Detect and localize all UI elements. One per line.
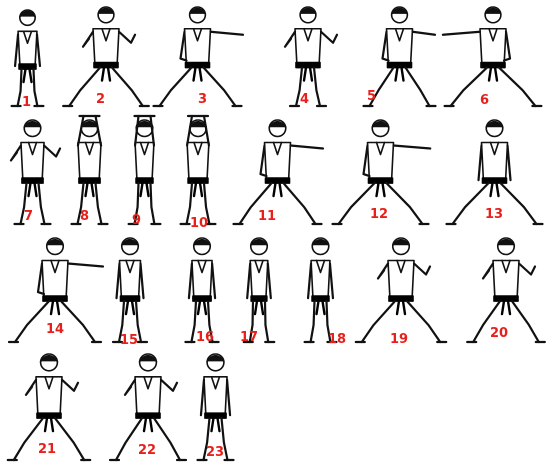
karate-pose-drawing xyxy=(303,237,338,344)
step-number-label: 13 xyxy=(485,207,504,222)
step-number-label: 17 xyxy=(240,330,259,345)
karate-figure-20 xyxy=(465,236,547,346)
step-number-label: 2 xyxy=(96,92,106,107)
karate-figure-6 xyxy=(440,5,546,110)
step-number-label: 22 xyxy=(138,443,157,458)
karate-figure-11 xyxy=(230,118,325,228)
step-number-label: 5 xyxy=(367,89,377,104)
karate-pose-drawing xyxy=(10,9,45,108)
step-number-label: 18 xyxy=(328,332,347,347)
karate-pose-drawing xyxy=(196,353,235,462)
karate-pose-drawing xyxy=(362,6,437,108)
karate-pose-drawing xyxy=(354,237,448,344)
karate-pose-drawing xyxy=(62,6,150,108)
karate-pose-drawing xyxy=(111,237,149,344)
karate-figure-9 xyxy=(122,114,167,228)
karate-pose-drawing xyxy=(232,119,325,226)
karate-figure-7 xyxy=(5,118,62,228)
karate-figure-2 xyxy=(60,5,152,110)
karate-pose-drawing xyxy=(9,119,62,226)
step-number-label: 16 xyxy=(196,330,215,345)
karate-figure-10 xyxy=(172,114,224,228)
step-number-label: 23 xyxy=(206,445,225,460)
step-number-label: 8 xyxy=(80,209,90,224)
karate-pose-drawing xyxy=(466,237,546,344)
step-number-label: 11 xyxy=(258,209,277,224)
step-number-label: 14 xyxy=(46,322,65,337)
step-number-label: 15 xyxy=(120,333,139,348)
karate-figure-22 xyxy=(108,352,188,464)
karate-figure-23 xyxy=(188,352,243,464)
karate-pose-drawing xyxy=(108,353,188,462)
step-number-label: 12 xyxy=(370,207,389,222)
karate-figure-15 xyxy=(105,236,155,346)
karate-figure-1 xyxy=(5,8,50,110)
step-number-label: 21 xyxy=(38,442,57,457)
karate-figure-13 xyxy=(442,118,547,228)
step-number-label: 10 xyxy=(190,216,209,231)
karate-pose-drawing xyxy=(242,237,276,344)
karate-figure-5 xyxy=(362,5,437,110)
step-number-label: 7 xyxy=(24,209,34,224)
step-number-label: 4 xyxy=(300,92,310,107)
step-number-label: 9 xyxy=(132,213,142,228)
karate-figure-16 xyxy=(178,236,226,346)
step-number-label: 19 xyxy=(390,332,409,347)
karate-pose-drawing xyxy=(331,119,432,226)
karate-pose-drawing xyxy=(283,6,339,108)
karate-pose-drawing xyxy=(70,114,109,226)
step-number-label: 1 xyxy=(22,95,32,110)
karate-pose-drawing xyxy=(6,353,92,462)
karate-figure-19 xyxy=(352,236,450,346)
karate-pose-drawing xyxy=(7,237,105,344)
karate-figure-8 xyxy=(62,114,117,228)
karate-figure-18 xyxy=(298,236,343,346)
karate-pose-drawing xyxy=(152,6,245,108)
karate-figure-12 xyxy=(328,118,433,228)
karate-pose-drawing xyxy=(179,114,217,226)
step-number-label: 20 xyxy=(490,326,509,341)
karate-pose-drawing xyxy=(127,114,162,226)
step-number-label: 6 xyxy=(480,93,490,108)
karate-figure-21 xyxy=(5,352,93,464)
karate-figure-14 xyxy=(5,236,105,346)
karate-figure-3 xyxy=(150,5,245,110)
karate-pose-drawing xyxy=(445,119,544,226)
step-number-label: 3 xyxy=(198,92,208,107)
karate-pose-drawing xyxy=(441,6,543,108)
karate-figure-4 xyxy=(262,5,354,110)
karate-pose-drawing xyxy=(184,237,220,344)
karate-figure-17 xyxy=(238,236,280,346)
